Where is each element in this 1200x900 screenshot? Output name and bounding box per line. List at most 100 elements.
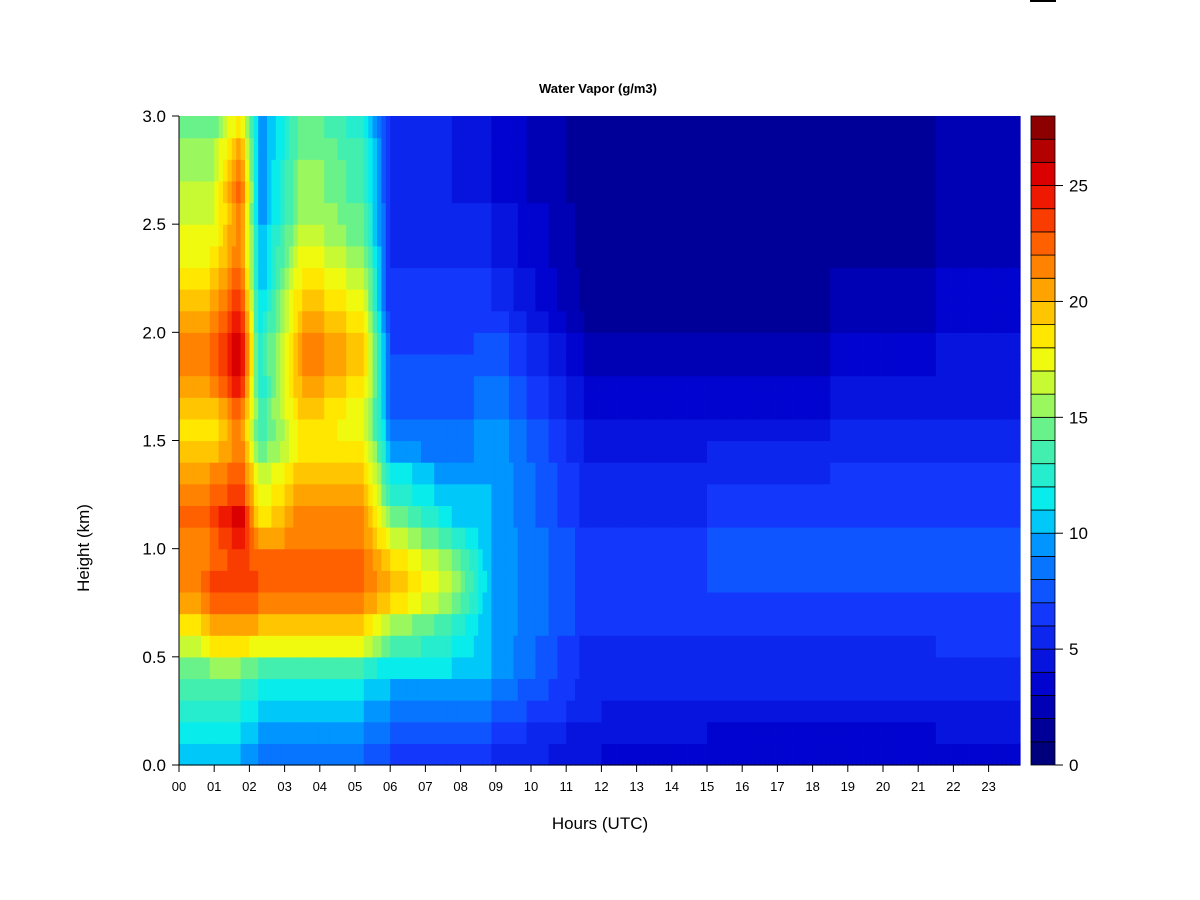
heatmap-cell (834, 700, 840, 723)
heatmap-cell (526, 700, 532, 723)
heatmap-cell (504, 332, 510, 355)
heatmap-cell (887, 310, 893, 333)
heatmap-cell (385, 116, 391, 139)
heatmap-cell (319, 224, 325, 247)
heatmap-cell (865, 678, 871, 701)
heatmap-cell (535, 418, 541, 442)
heatmap-cell (438, 418, 444, 442)
heatmap-cell (403, 483, 409, 506)
heatmap-cell (579, 721, 585, 744)
heatmap-cell (632, 440, 638, 463)
heatmap-cell (715, 591, 721, 615)
heatmap-cell (434, 137, 440, 160)
heatmap-cell (293, 202, 299, 225)
heatmap-cell (566, 289, 572, 312)
heatmap-cell (315, 700, 321, 723)
heatmap-cell (795, 310, 800, 333)
heatmap-cell (526, 267, 532, 290)
heatmap-cell (293, 418, 299, 442)
heatmap-cell (795, 548, 800, 571)
heatmap-cell (597, 159, 602, 182)
heatmap-cell (526, 353, 532, 377)
heatmap-cell (438, 462, 444, 485)
heatmap-cell (183, 310, 189, 333)
heatmap-cell (447, 527, 453, 550)
heatmap-cell (495, 267, 501, 290)
heatmap-cell (812, 570, 818, 593)
heatmap-cell (377, 116, 382, 139)
heatmap-cell (205, 224, 211, 247)
heatmap-cell (575, 202, 580, 225)
heatmap-cell (245, 267, 250, 290)
heatmap-cell (187, 700, 193, 723)
heatmap-cell (839, 224, 844, 247)
heatmap-cell (627, 180, 633, 204)
heatmap-cell (368, 180, 374, 204)
heatmap-cell (469, 570, 475, 593)
heatmap-cell (363, 159, 369, 182)
heatmap-cell (482, 267, 488, 290)
heatmap-cell (614, 440, 620, 463)
heatmap-cell (249, 656, 255, 680)
heatmap-cell (253, 116, 259, 139)
heatmap-cell (337, 527, 343, 550)
heatmap-cell (689, 375, 695, 398)
heatmap-cell (632, 224, 638, 247)
heatmap-cell (214, 527, 220, 550)
heatmap-cell (328, 267, 334, 290)
heatmap-cell (311, 245, 316, 269)
heatmap-cell (566, 245, 572, 269)
heatmap-cell (412, 570, 418, 593)
heatmap-cell (733, 700, 739, 723)
heatmap-cell (381, 159, 387, 182)
heatmap-cell (636, 310, 642, 333)
heatmap-cell (201, 613, 206, 636)
heatmap-cell (487, 462, 492, 485)
heatmap-cell (592, 332, 598, 355)
heatmap-cell (663, 656, 668, 680)
heatmap-cell (438, 245, 444, 269)
heatmap-cell (346, 267, 352, 290)
heatmap-cell (253, 527, 259, 550)
heatmap-cell (733, 159, 739, 182)
heatmap-cell (759, 116, 765, 139)
heatmap-cell (561, 180, 567, 204)
heatmap-cell (271, 570, 277, 593)
heatmap-cell (262, 743, 268, 766)
heatmap-cell (214, 116, 220, 139)
heatmap-cell (451, 483, 457, 506)
heatmap-cell (874, 548, 880, 571)
heatmap-cell (390, 548, 396, 571)
heatmap-cell (350, 332, 356, 355)
heatmap-cell (597, 678, 602, 701)
heatmap-cell (900, 462, 906, 485)
heatmap-cell (385, 505, 391, 528)
heatmap-cell (707, 591, 712, 615)
heatmap-cell (737, 310, 743, 333)
heatmap-cell (680, 440, 686, 463)
heatmap-cell (588, 505, 594, 528)
heatmap-cell (372, 591, 378, 615)
heatmap-cell (891, 570, 897, 593)
heatmap-cell (236, 700, 242, 723)
heatmap-cell (623, 116, 629, 139)
heatmap-cell (333, 418, 338, 442)
heatmap-cell (465, 289, 470, 312)
heatmap-cell (636, 375, 642, 398)
heatmap-cell (909, 656, 915, 680)
heatmap-cell (588, 548, 594, 571)
heatmap-cell (280, 656, 286, 680)
heatmap-cell (830, 570, 836, 593)
heatmap-cell (473, 635, 479, 658)
heatmap-cell (865, 310, 871, 333)
heatmap-cell (227, 613, 233, 636)
heatmap-cell (456, 656, 462, 680)
heatmap-cell (623, 635, 629, 658)
heatmap-cell (341, 267, 347, 290)
heatmap-cell (482, 570, 488, 593)
heatmap-cell (284, 137, 290, 160)
heatmap-cell (764, 548, 770, 571)
heatmap-cell (821, 548, 827, 571)
heatmap-cell (746, 137, 752, 160)
heatmap-cell (579, 397, 585, 420)
